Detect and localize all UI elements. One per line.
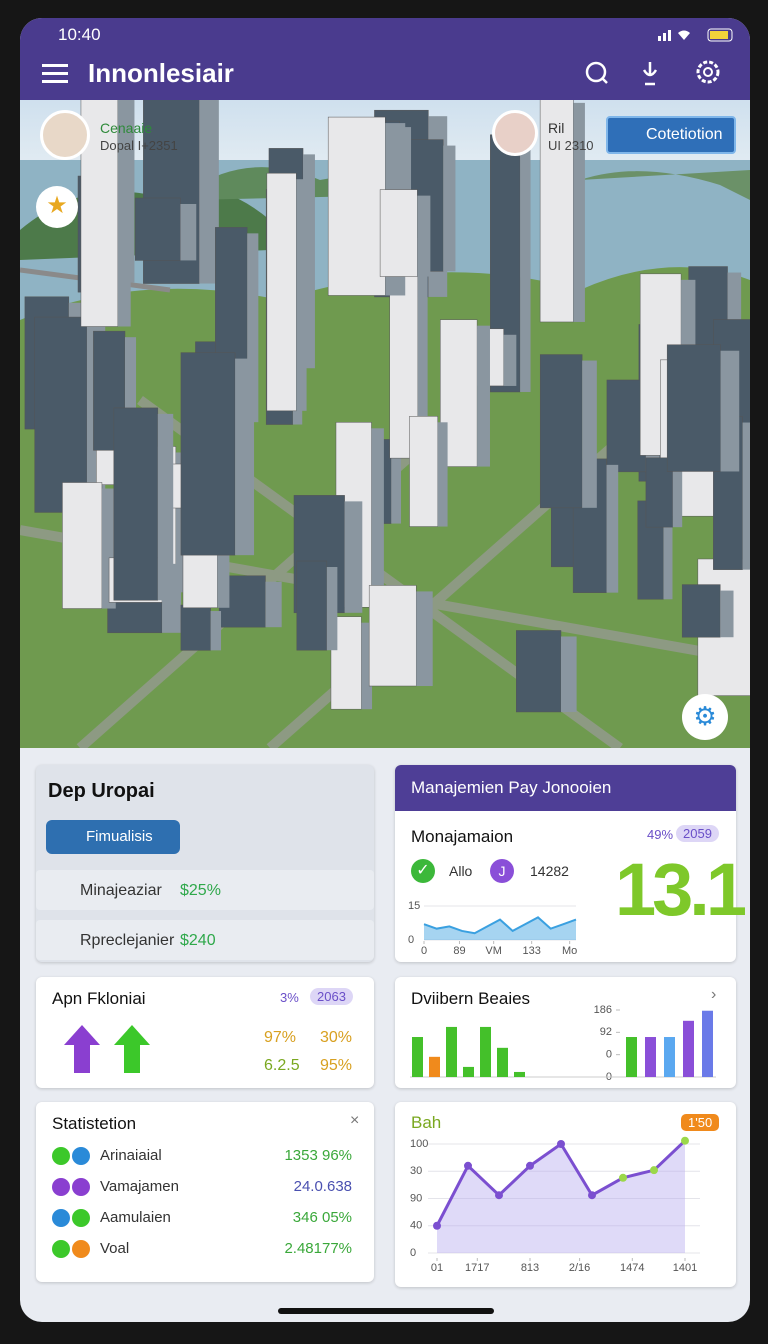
badge: 1'50 [681,1114,720,1131]
row-icons [52,1147,90,1165]
panel-header: Manajemien Pay Jonooien [395,765,736,811]
row-value: 346 05% [292,1209,352,1226]
big-number: 13.1 [615,848,747,931]
user-icon: J [490,859,514,883]
player-info: Dopal I+2351 [100,138,178,153]
value: 97% [264,1029,297,1046]
home-indicator [278,1308,494,1314]
value: 30% [320,1029,353,1046]
player-info: UI 2310 [548,138,594,153]
row-value: 24.0.638 [293,1178,352,1195]
stat: 3% [280,990,299,1005]
row-value: 1353 96% [284,1147,352,1164]
header-actions[interactable] [582,58,732,88]
value: 6.2.5 [264,1057,300,1074]
panel-title: Bah [411,1113,442,1132]
simulate-button[interactable]: Fimualisis [46,820,180,854]
panel-title: Dep Uropai [48,780,155,802]
buildings [24,100,750,713]
status-icons [658,28,733,42]
row-value: $25% [180,882,221,899]
close-button[interactable]: × [350,1112,360,1129]
badge: 2063 [310,988,353,1005]
panel: Dep Uropai Fimualisis Minajeaziar $25% R… [36,765,374,962]
screen: 10:40 Innonlesiair Cenaaie Dopal I+2351 … [20,18,750,1322]
trend-arrows [64,1025,150,1073]
item: 14282 [530,863,569,879]
player-avatar[interactable] [492,110,538,156]
panel: Statistetion × Arinaiaial 1353 96% Vamaj… [36,1102,374,1282]
status-time: 10:40 [58,25,101,44]
row-label: Rpreclejanier [80,932,175,949]
row-label: Vamajamen [100,1178,179,1195]
city-map[interactable] [20,100,750,748]
app-title: Innonlesiair [88,58,234,88]
menu-button[interactable] [42,62,68,84]
player-name: Cenaaie [100,120,153,136]
badge: 2059 [676,825,719,842]
star-badge[interactable]: ★ [36,186,78,228]
item: Allo [449,863,473,879]
header: 10:40 Innonlesiair [20,18,750,100]
row-label: Arinaiaial [100,1147,162,1164]
panel-title: Monajamaion [411,827,514,846]
row-value: 2.48177% [284,1240,352,1257]
panel-title: Dviibern Beaies [411,989,531,1008]
player-name: Ril [548,120,565,136]
row-icons [52,1209,90,1227]
row-value: $240 [180,932,216,949]
check-icon: ✓ [411,859,435,883]
panel: Manajemien Pay Jonooien Monajamaion 49% … [395,765,747,962]
row-label: Minajeaziar [80,882,162,899]
stat-row: Rpreclejanier $240 [36,920,374,960]
chevron[interactable]: › [711,986,717,1003]
panel: Dviibern Beaies › [395,977,736,1088]
panel: Bah 1'50 [395,1102,736,1287]
panel: Apn Fkloniai 3% 2063 97% 30% 6.2.5 95% [36,977,374,1088]
panel-title: Apn Fkloniai [52,989,146,1008]
row-icons [52,1178,90,1196]
row-label: Voal [100,1240,130,1257]
value: 95% [320,1057,353,1074]
row-label: Aamulaien [100,1209,171,1226]
settings-button[interactable]: ⚙ [682,694,728,740]
panel-title: Statistetion [52,1114,137,1133]
action-button[interactable]: Cotetiotion [606,116,736,154]
row-icons [52,1240,90,1258]
player-avatar[interactable] [40,110,90,160]
stat-row: Minajeaziar $25% [36,870,374,910]
stat: 49% [647,827,674,842]
